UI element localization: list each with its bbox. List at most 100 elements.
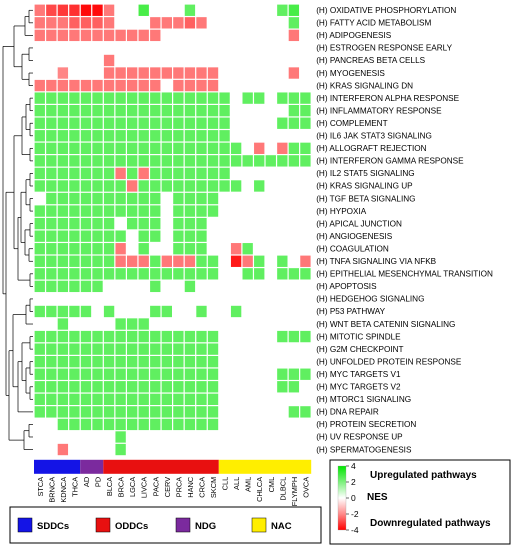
heatmap-cell — [34, 406, 45, 418]
heatmap-cell — [103, 330, 115, 343]
heatmap-cell — [92, 29, 103, 42]
heatmap-cell — [288, 4, 300, 16]
heatmap-cell — [34, 381, 45, 393]
heatmap-cell — [115, 406, 126, 418]
heatmap-cell — [80, 280, 92, 293]
heatmap-cell — [69, 280, 80, 293]
heatmap-cell — [46, 305, 57, 318]
heatmap-cell — [173, 418, 184, 431]
heatmap-cell — [207, 180, 219, 192]
heatmap-cell — [173, 268, 184, 280]
heatmap-cell — [184, 105, 196, 117]
heatmap-cell — [115, 356, 126, 368]
heatmap-cell — [230, 305, 242, 318]
row-label: (H) ALLOGRAFT REJECTION — [316, 144, 426, 153]
heatmap-cell — [173, 381, 184, 393]
heatmap-cell — [184, 67, 196, 79]
heatmap-cell — [277, 155, 288, 167]
heatmap-cell — [207, 406, 219, 418]
heatmap-cell — [127, 381, 138, 393]
heatmap-cell — [92, 230, 103, 242]
heatmap-cell — [46, 117, 57, 129]
heatmap-cell — [103, 17, 115, 29]
heatmap-cell — [103, 305, 115, 318]
heatmap-cell — [46, 217, 57, 230]
heatmap-cell — [277, 255, 288, 267]
heatmap-cell — [219, 142, 230, 154]
heatmap-cell — [254, 268, 265, 280]
heatmap-cell — [34, 117, 45, 129]
heatmap-cell — [115, 343, 126, 355]
heatmap-cell — [184, 268, 196, 280]
row-label: (H) HYPOXIA — [316, 207, 367, 216]
heatmap-cell — [57, 230, 69, 242]
heatmap-cell — [207, 268, 219, 280]
heatmap-cell — [103, 356, 115, 368]
heatmap-cell — [46, 356, 57, 368]
heatmap-cell — [103, 418, 115, 431]
heatmap-cell — [127, 217, 138, 230]
heatmap-cell — [69, 92, 80, 104]
heatmap-cell — [34, 368, 45, 380]
nes-tick-label: 0 — [351, 493, 356, 503]
group-legend-label: NAC — [271, 521, 292, 532]
heatmap-cell — [92, 180, 103, 192]
column-label: OVCA — [301, 477, 310, 498]
heatmap-cell — [184, 343, 196, 355]
heatmap-cell — [103, 255, 115, 267]
heatmap-cell — [161, 180, 172, 192]
row-label: (H) KRAS SIGNALING DN — [316, 81, 413, 90]
heatmap-cell — [46, 105, 57, 117]
heatmap-cell — [46, 368, 57, 380]
heatmap-cell — [150, 142, 161, 154]
row-label: (H) COMPLEMENT — [316, 119, 387, 128]
heatmap-cell — [103, 192, 115, 205]
heatmap-cell — [92, 105, 103, 117]
heatmap-cell — [69, 130, 80, 142]
row-label: (H) HEDGEHOG SIGNALING — [316, 295, 424, 304]
heatmap-cell — [184, 330, 196, 343]
heatmap-cell — [57, 92, 69, 104]
heatmap-cell — [277, 117, 288, 129]
heatmap-cell — [69, 418, 80, 431]
heatmap-cell — [150, 117, 161, 129]
heatmap-cell — [46, 381, 57, 393]
heatmap-cell — [57, 318, 69, 330]
heatmap-cell — [103, 243, 115, 255]
heatmap-cell — [92, 205, 103, 217]
heatmap-cell — [150, 393, 161, 405]
heatmap-cell — [161, 92, 172, 104]
heatmap-cell — [57, 280, 69, 293]
heatmap-cell — [150, 192, 161, 205]
heatmap-cell — [150, 230, 161, 242]
heatmap-cell — [80, 243, 92, 255]
heatmap-cell — [184, 4, 196, 16]
heatmap-cell — [207, 105, 219, 117]
heatmap-cell — [138, 343, 149, 355]
heatmap-cell — [92, 192, 103, 205]
heatmap-cell — [46, 280, 57, 293]
heatmap-cell — [34, 105, 45, 117]
heatmap-cell — [69, 205, 80, 217]
heatmap-cell — [150, 330, 161, 343]
row-label: (H) UNFOLDED PROTEIN RESPONSE — [316, 357, 462, 366]
heatmap-cell — [103, 54, 115, 67]
heatmap-cell — [103, 105, 115, 117]
heatmap-cell — [196, 142, 207, 154]
heatmap-cell — [103, 205, 115, 217]
heatmap-cell — [34, 167, 45, 180]
heatmap-cell — [138, 418, 149, 431]
row-label: (H) PANCREAS BETA CELLS — [316, 56, 425, 65]
group-legend-swatch — [175, 517, 191, 533]
heatmap-cell — [115, 330, 126, 343]
heatmap-cell — [34, 92, 45, 104]
heatmap-cell — [103, 155, 115, 167]
heatmap-cell — [173, 180, 184, 192]
row-label: (H) MTORC1 SIGNALING — [316, 395, 411, 404]
heatmap-cell — [207, 330, 219, 343]
heatmap-cell — [80, 230, 92, 242]
heatmap-cell — [277, 4, 288, 16]
heatmap-cell — [57, 130, 69, 142]
heatmap-cell — [34, 29, 45, 42]
